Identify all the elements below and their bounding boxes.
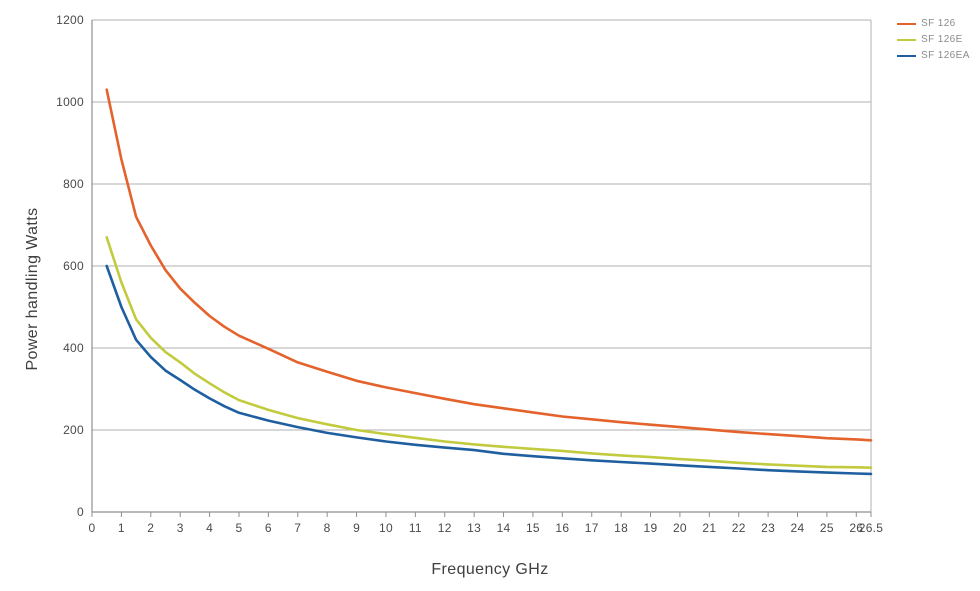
series-line-sf-126 bbox=[105, 88, 873, 442]
y-tick-label-800: 800 bbox=[63, 177, 84, 191]
x-tick-label-11: 11 bbox=[409, 521, 422, 535]
x-tick-label-8: 8 bbox=[324, 521, 331, 535]
y-tick-label-600: 600 bbox=[63, 259, 84, 273]
x-axis-title: Frequency GHz bbox=[431, 561, 549, 578]
x-tick-label-17: 17 bbox=[585, 521, 599, 535]
x-tick-label-7: 7 bbox=[294, 521, 301, 535]
legend-item-sf-126ea: SF 126EA bbox=[897, 50, 970, 61]
x-tick-label-6: 6 bbox=[265, 521, 272, 535]
x-tick-label-21: 21 bbox=[702, 521, 716, 535]
y-tick-label-1000: 1000 bbox=[56, 95, 84, 109]
legend-item-sf-126e: SF 126E bbox=[897, 34, 970, 45]
legend-label-sf-126e: SF 126E bbox=[921, 34, 963, 45]
y-tick-label-0: 0 bbox=[77, 505, 84, 519]
legend-label-sf-126: SF 126 bbox=[921, 18, 956, 29]
x-tick-label-3: 3 bbox=[177, 521, 184, 535]
x-tick-label-2: 2 bbox=[147, 521, 154, 535]
legend: SF 126 SF 126E SF 126EA bbox=[897, 18, 970, 61]
x-tick-label-5: 5 bbox=[235, 521, 242, 535]
x-tick-label-9: 9 bbox=[353, 521, 360, 535]
legend-item-sf-126: SF 126 bbox=[897, 18, 970, 29]
x-tick-label-26: 26 bbox=[849, 521, 863, 535]
x-tick-label-18: 18 bbox=[614, 521, 628, 535]
y-tick-label-200: 200 bbox=[63, 423, 84, 437]
legend-label-sf-126ea: SF 126EA bbox=[921, 50, 970, 61]
series-line-sf-126ea bbox=[105, 264, 873, 476]
x-tick-label-1: 1 bbox=[118, 521, 125, 535]
series-line-sf-126e bbox=[105, 236, 873, 470]
x-tick-label-26.5: 26.5 bbox=[859, 521, 884, 535]
y-tick-label-400: 400 bbox=[63, 341, 84, 355]
legend-swatch-sf-126ea bbox=[897, 54, 916, 57]
x-tick-label-25: 25 bbox=[820, 521, 834, 535]
x-tick-label-19: 19 bbox=[644, 521, 658, 535]
x-tick-label-24: 24 bbox=[791, 521, 805, 535]
x-tick-label-14: 14 bbox=[497, 521, 511, 535]
x-tick-label-0: 0 bbox=[89, 521, 96, 535]
x-tick-label-16: 16 bbox=[555, 521, 569, 535]
x-tick-label-15: 15 bbox=[526, 521, 540, 535]
x-tick-label-12: 12 bbox=[438, 521, 452, 535]
y-tick-label-1200: 1200 bbox=[56, 13, 84, 27]
x-tick-label-20: 20 bbox=[673, 521, 687, 535]
x-tick-label-23: 23 bbox=[761, 521, 775, 535]
legend-swatch-sf-126e bbox=[897, 38, 916, 41]
x-tick-label-13: 13 bbox=[467, 521, 481, 535]
y-axis-title: Power handling Watts bbox=[24, 207, 41, 371]
x-tick-label-4: 4 bbox=[206, 521, 213, 535]
x-tick-label-22: 22 bbox=[732, 521, 746, 535]
x-tick-label-10: 10 bbox=[379, 521, 393, 535]
legend-swatch-sf-126 bbox=[897, 22, 916, 25]
